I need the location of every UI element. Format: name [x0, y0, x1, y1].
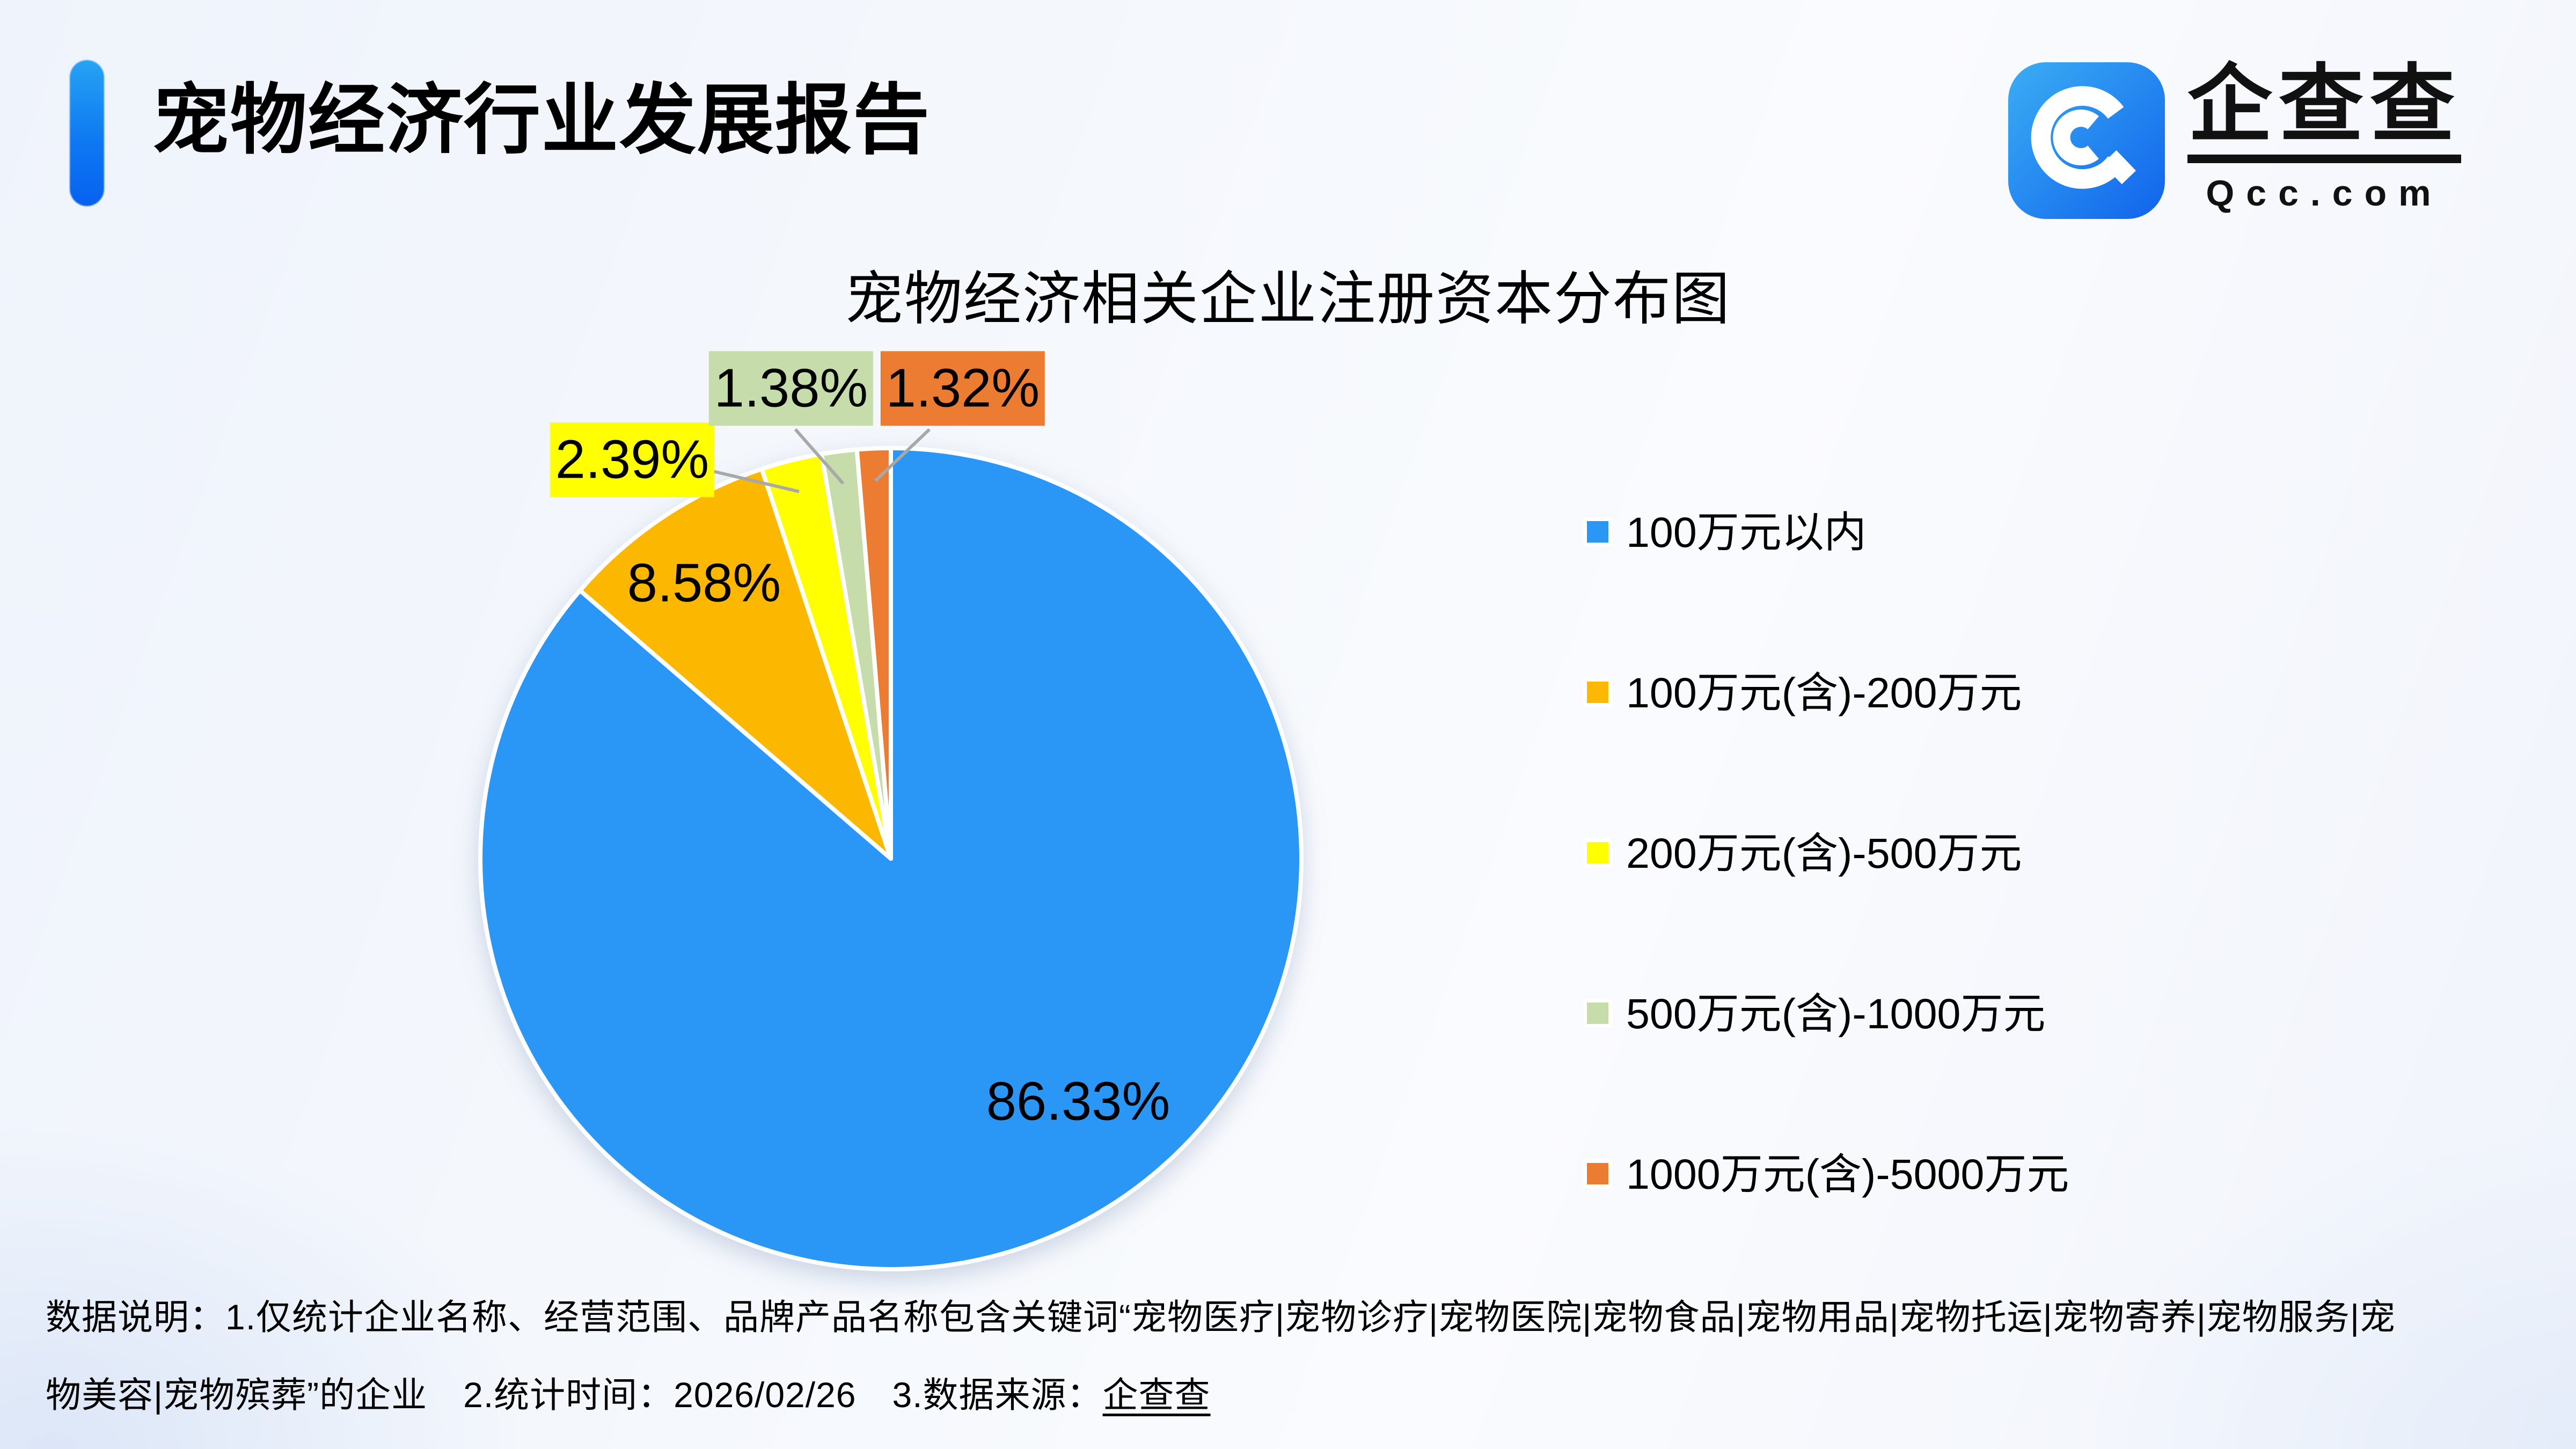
footnote-line1: 数据说明：1.仅统计企业名称、经营范围、品牌产品名称包含关键词“宠物医疗|宠物诊… [46, 1278, 2544, 1356]
qcc-logo-wordmark: 企查查 Qcc.com [2187, 62, 2461, 211]
legend-swatch-icon [1583, 999, 1612, 1028]
legend-item-4: 1000万元(含)-5000万元 [1583, 1153, 2069, 1195]
legend-label: 100万元以内 [1626, 508, 1867, 556]
legend-label: 200万元(含)-500万元 [1626, 829, 2022, 877]
legend-swatch-icon [1583, 838, 1612, 867]
footnote: 数据说明：1.仅统计企业名称、经营范围、品牌产品名称包含关键词“宠物医疗|宠物诊… [46, 1278, 2544, 1434]
legend-swatch-icon [1583, 517, 1612, 546]
footnote-source-name: 企查查 [1102, 1375, 1211, 1415]
legend-swatch-icon [1583, 678, 1612, 707]
footnote-line1-text: 数据说明：1.仅统计企业名称、经营范围、品牌产品名称包含关键词“宠物医疗|宠物诊… [46, 1297, 2396, 1337]
legend-item-1: 100万元(含)-200万元 [1583, 668, 2069, 716]
chart-title: 宠物经济相关企业注册资本分布图 [845, 266, 1731, 331]
pie-slice-4 [854, 446, 893, 861]
leader-line-2 [712, 470, 800, 493]
legend-item-2: 200万元(含)-500万元 [1583, 832, 2069, 874]
pie-slice-1 [577, 466, 893, 861]
legend-item-0: 100万元以内 [1583, 511, 2069, 553]
footnote-line2-text: 物美容|宠物殡葬”的企业 2.统计时间：2026/02/26 3.数据来源： [46, 1375, 1103, 1415]
legend-label: 100万元(含)-200万元 [1626, 668, 2022, 716]
chart-legend: 100万元以内 100万元(含)-200万元 200万元(含)-500万元 500万元… [1583, 511, 2069, 1195]
title-accent-bar [70, 60, 104, 206]
leader-line-3 [794, 428, 845, 485]
leader-line-4 [874, 428, 931, 482]
footnote-line2: 物美容|宠物殡葬”的企业 2.统计时间：2026/02/26 3.数据来源：企查… [46, 1356, 2544, 1434]
legend-item-3: 500万元(含)-1000万元 [1583, 989, 2069, 1037]
qcc-logo: 企查查 Qcc.com [2008, 62, 2461, 219]
qcc-logo-domain: Qcc.com [2206, 173, 2443, 214]
legend-swatch-icon [1583, 1159, 1612, 1188]
page-title: 宠物经济行业发展报告 [152, 78, 931, 163]
legend-label: 500万元(含)-1000万元 [1626, 989, 2046, 1037]
qcc-logo-icon [2008, 62, 2165, 219]
qcc-logo-brand: 企查查 [2187, 62, 2461, 163]
legend-label: 1000万元(含)-5000万元 [1626, 1150, 2069, 1198]
